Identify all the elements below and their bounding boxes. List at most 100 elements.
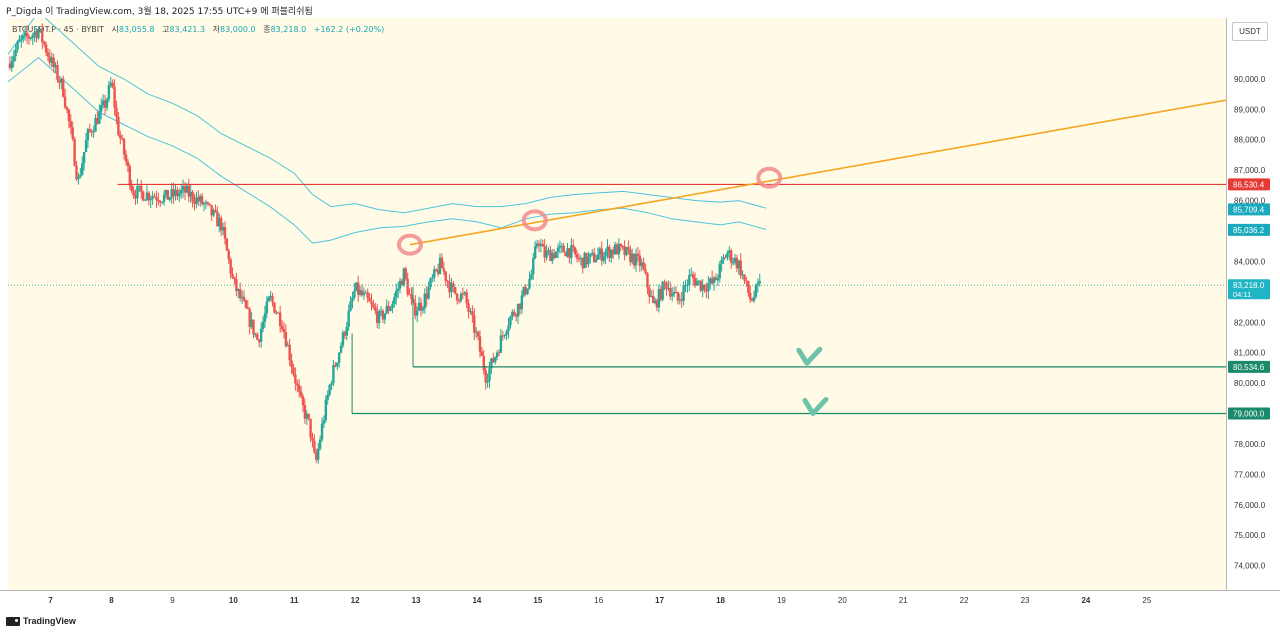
candle-body	[747, 281, 750, 293]
candle-body	[355, 282, 358, 291]
y-tick-label: 86,000.0	[1234, 197, 1266, 206]
candle-body	[688, 274, 691, 285]
candle-body	[518, 303, 522, 310]
candle-body	[147, 192, 151, 201]
candle-body	[259, 329, 263, 343]
candle-body	[88, 129, 92, 131]
candle-body	[33, 31, 36, 36]
candle-body	[103, 100, 107, 108]
candle-body	[92, 131, 95, 133]
chart-area[interactable]	[8, 18, 1227, 590]
x-tick-label: 11	[290, 596, 299, 605]
candle-body	[423, 293, 426, 309]
candle-body	[318, 439, 322, 449]
resistance-price-label-box	[1228, 178, 1270, 191]
candle-body	[362, 292, 366, 296]
candle-body	[368, 297, 371, 302]
candle-body	[14, 49, 17, 57]
x-tick-label: 10	[229, 596, 238, 605]
candle-body	[317, 448, 320, 460]
candle-body	[18, 40, 21, 43]
currency-button[interactable]: USDT	[1232, 22, 1268, 41]
candle-body	[638, 255, 642, 266]
candle-body	[514, 314, 518, 317]
candle-body	[486, 380, 489, 383]
candle-body	[23, 32, 27, 36]
candle-body	[185, 185, 189, 193]
y-tick-label: 81,000.0	[1234, 349, 1266, 358]
candle-body	[178, 193, 181, 197]
candle-body	[364, 292, 367, 294]
candle-body	[701, 284, 704, 291]
x-tick-label: 13	[412, 596, 421, 605]
y-tick-label: 87,000.0	[1234, 166, 1266, 175]
candle-body	[471, 311, 474, 316]
candle-body	[153, 196, 156, 198]
publish-bar: P_Digda 이 TradingView.com, 3월 18, 2025 1…	[0, 0, 1280, 18]
candle-body	[495, 352, 499, 358]
candle-body	[341, 332, 345, 346]
candle-body	[726, 253, 729, 258]
candle-body	[130, 185, 133, 192]
tradingview-branding[interactable]: TradingView	[6, 616, 76, 626]
candle-body	[503, 335, 506, 337]
legend-high-value: 83,421.3	[169, 25, 206, 34]
candle-body	[526, 288, 529, 294]
candle-body	[497, 352, 501, 354]
candle-body	[402, 268, 406, 286]
candle-body	[297, 385, 301, 392]
candle-body	[516, 303, 520, 317]
candle-body	[79, 174, 82, 177]
candle-body	[191, 191, 194, 202]
candle-body	[499, 335, 503, 353]
support-2-price-label: 79,000.0	[1233, 410, 1265, 419]
candle-body	[444, 271, 447, 281]
legend-close-label: 종	[263, 25, 271, 34]
candle-body	[197, 197, 200, 202]
candle-body	[179, 190, 183, 194]
candle-body	[448, 281, 451, 293]
candle-body	[716, 278, 720, 281]
x-tick-label: 22	[960, 596, 969, 605]
candle-body	[570, 245, 573, 258]
candle-body	[417, 302, 421, 311]
candle-body	[676, 292, 680, 301]
candle-body	[181, 186, 185, 191]
candle-body	[267, 297, 270, 302]
candle-body	[440, 257, 444, 269]
candle-body	[655, 300, 659, 308]
candle-body	[505, 331, 508, 336]
candle-body	[258, 339, 261, 343]
candle-body	[457, 300, 461, 302]
candle-body	[238, 289, 242, 299]
candle-body	[387, 305, 390, 311]
x-tick-label: 7	[48, 596, 53, 605]
candle-body	[128, 166, 131, 186]
candle-body	[665, 282, 668, 290]
candle-body	[254, 333, 257, 335]
support-1-price-label: 80,534.6	[1233, 363, 1265, 372]
candle-body	[743, 274, 746, 281]
candle-body	[250, 319, 253, 327]
candle-body	[617, 243, 621, 255]
candle-body	[733, 257, 737, 263]
candle-body	[286, 344, 289, 347]
candle-body	[463, 292, 466, 294]
candle-body	[71, 127, 74, 139]
candle-body	[670, 294, 674, 297]
candle-body	[632, 253, 636, 266]
candle-body	[237, 289, 240, 291]
candle-body	[661, 281, 664, 300]
candle-body	[60, 78, 63, 83]
candle-body	[406, 278, 409, 295]
tradingview-label: TradingView	[23, 616, 76, 626]
candle-body	[513, 311, 516, 315]
x-tick-label: 17	[655, 596, 664, 605]
candle-body	[564, 252, 567, 257]
candle-body	[731, 262, 735, 264]
candle-body	[480, 351, 484, 356]
y-tick-label: 80,000.0	[1234, 379, 1266, 388]
candle-body	[583, 253, 586, 269]
candle-body	[606, 246, 609, 252]
candle-body	[39, 28, 42, 31]
